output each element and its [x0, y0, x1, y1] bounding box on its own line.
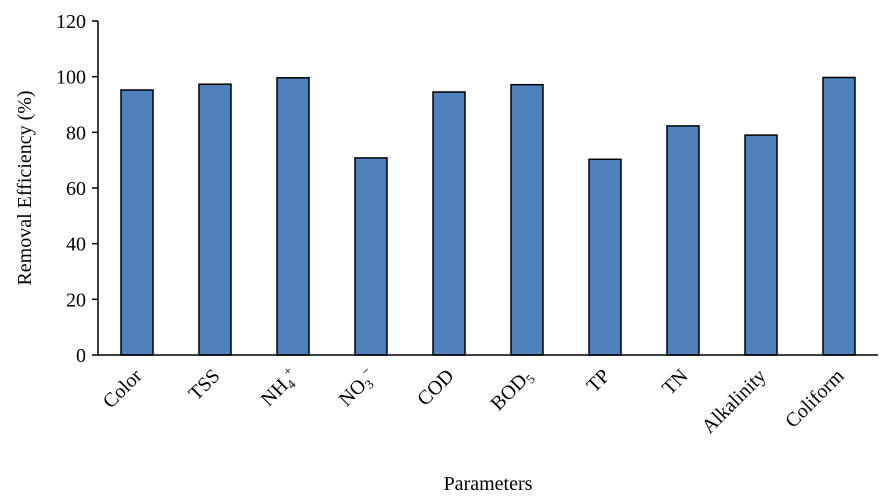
bar [120, 89, 154, 356]
y-axis-title: Removal Efficiency (%) [14, 90, 36, 285]
y-tick-label: 20 [66, 289, 86, 311]
x-tick-label: TSS [185, 365, 225, 405]
bars-layer [120, 76, 856, 356]
bar [588, 158, 622, 356]
bar [276, 77, 310, 356]
y-tick-label: 60 [66, 178, 86, 200]
bar [666, 125, 700, 356]
y-tick-label: 80 [66, 122, 86, 144]
x-tick-labels: Color TSS NH4+ NO3− COD BOD5 TP TN Alkalinity Col… [99, 363, 849, 438]
y-tick-label: 100 [56, 67, 86, 89]
x-tick-label: NO3− [333, 363, 382, 412]
bar [432, 91, 466, 356]
y-tick-label: 120 [56, 11, 86, 33]
x-tick-label: NH4+ [255, 363, 304, 412]
bar [744, 134, 778, 356]
x-tick-label: TN [658, 365, 692, 399]
y-ticks: 0 20 40 60 80 100 120 [56, 11, 98, 367]
x-tick-label: COD [413, 365, 458, 410]
x-tick-label: Coliform [781, 365, 849, 433]
x-axis-title: Parameters [444, 473, 533, 495]
y-tick-label: 40 [66, 234, 86, 256]
bar [198, 83, 232, 356]
x-tick-label: Color [99, 365, 147, 413]
bar [354, 157, 388, 356]
y-tick-label: 0 [76, 345, 86, 367]
x-tick-label: Alkalinity [698, 365, 771, 438]
x-tick-label: TP [582, 365, 614, 397]
bar [822, 76, 856, 356]
x-tick-label: BOD5 [487, 365, 538, 416]
bar [510, 83, 544, 356]
